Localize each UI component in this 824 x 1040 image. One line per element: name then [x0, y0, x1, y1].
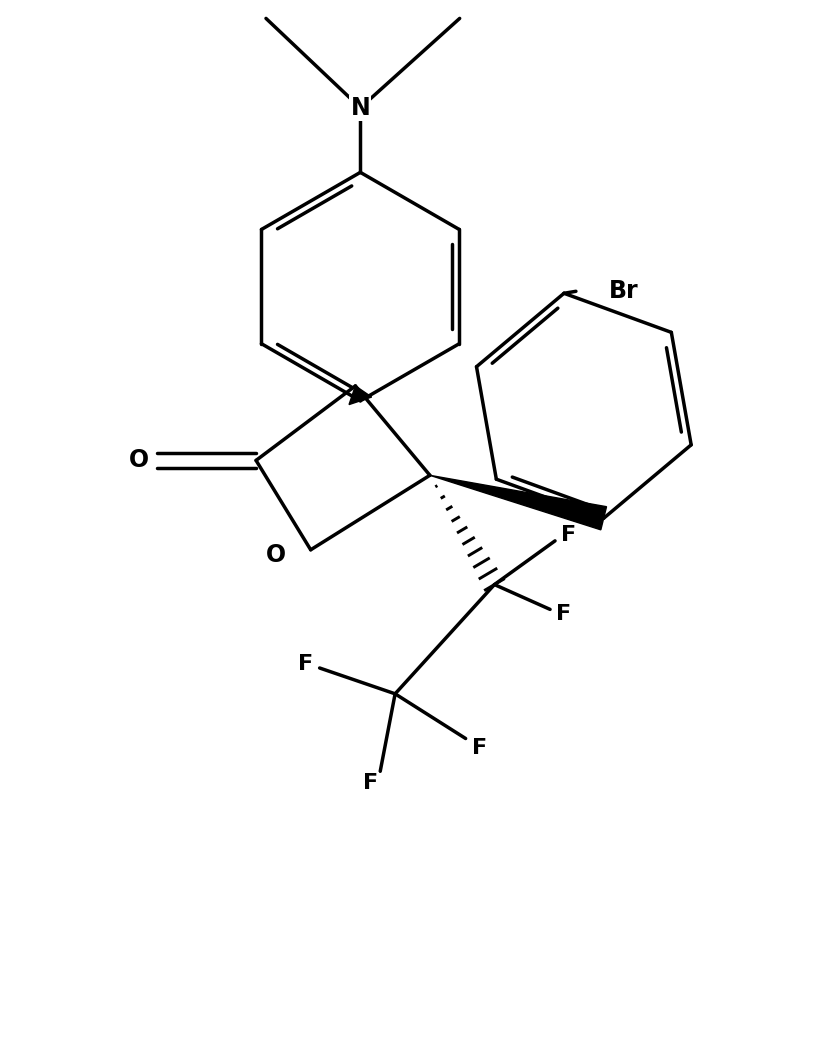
Text: Br: Br: [609, 280, 639, 304]
Text: F: F: [561, 525, 577, 545]
Text: F: F: [363, 773, 378, 794]
Text: F: F: [472, 738, 487, 758]
Text: O: O: [266, 543, 286, 567]
Polygon shape: [430, 475, 606, 529]
Text: N: N: [350, 96, 370, 120]
Text: F: F: [298, 654, 313, 674]
Text: F: F: [556, 604, 572, 624]
Text: O: O: [129, 448, 149, 472]
Polygon shape: [349, 386, 372, 405]
